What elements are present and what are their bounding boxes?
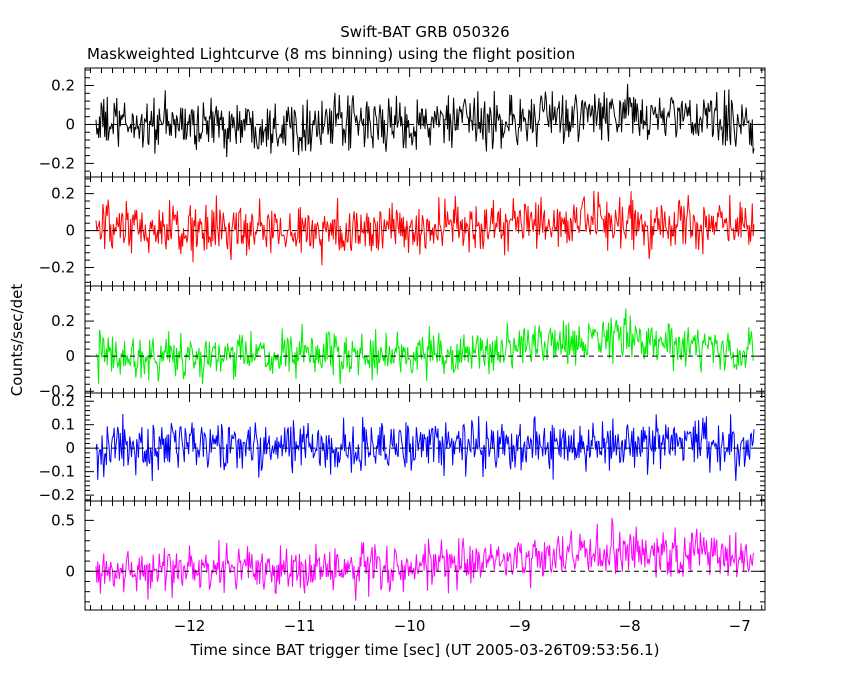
- x-tick-label: −8: [619, 617, 641, 635]
- x-tick-label: −12: [174, 617, 206, 635]
- y-tick-label-2: 0: [65, 222, 75, 240]
- y-tick-label-2: −0.2: [39, 259, 75, 277]
- y-tick-label-3: −0.2: [39, 382, 75, 400]
- y-tick-label-1: 0.2: [51, 77, 75, 95]
- y-tick-label-1: 0: [65, 115, 75, 133]
- series-line-5: [95, 517, 755, 601]
- y-tick-label-4: −0.2: [39, 486, 75, 504]
- y-tick-label-2: 0.2: [51, 185, 75, 203]
- panels-group: −0.200.2−0.200.2−0.200.2−0.2−0.100.10.20…: [39, 67, 766, 635]
- y-tick-label-5: 0.5: [51, 511, 75, 529]
- series-line-3: [95, 308, 755, 385]
- series-line-1: [95, 83, 755, 158]
- y-tick-label-3: 0: [65, 347, 75, 365]
- panel-frame-5: [84, 500, 766, 611]
- x-tick-label: −10: [394, 617, 426, 635]
- panel-2: −0.2 0 0.2: [39, 176, 766, 287]
- panel-frame-4: [84, 392, 766, 502]
- y-tick-label-4: 0.1: [51, 416, 75, 434]
- y-tick-label-4: −0.1: [39, 463, 75, 481]
- figure-subtitle: Maskweighted Lightcurve (8 ms binning) u…: [87, 45, 575, 63]
- x-tick-label: −7: [729, 617, 751, 635]
- series-line-4: [95, 414, 755, 481]
- y-tick-label-1: −0.2: [39, 154, 75, 172]
- y-tick-label-4: 0.2: [51, 392, 75, 410]
- x-tick-label: −11: [284, 617, 316, 635]
- panel-frame-3: [84, 285, 766, 394]
- panel-3: −0.2 0 0.2: [39, 285, 766, 400]
- panel-1: −0.2 0 0.2: [39, 67, 766, 178]
- y-axis-label: Counts/sec/det: [8, 284, 26, 397]
- figure-title: Swift-BAT GRB 050326: [340, 23, 509, 41]
- panel-5: 00.5: [51, 500, 766, 611]
- x-tick-label: −9: [509, 617, 531, 635]
- panel-4: −0.2 −0.1 0 0.1 0.2: [39, 392, 766, 504]
- series-line-2: [95, 190, 755, 266]
- x-axis-label: Time since BAT trigger time [sec] (UT 20…: [190, 641, 660, 659]
- y-tick-label-5: 0: [65, 562, 75, 580]
- y-tick-label-3: 0.2: [51, 312, 75, 330]
- y-tick-label-4: 0: [65, 439, 75, 457]
